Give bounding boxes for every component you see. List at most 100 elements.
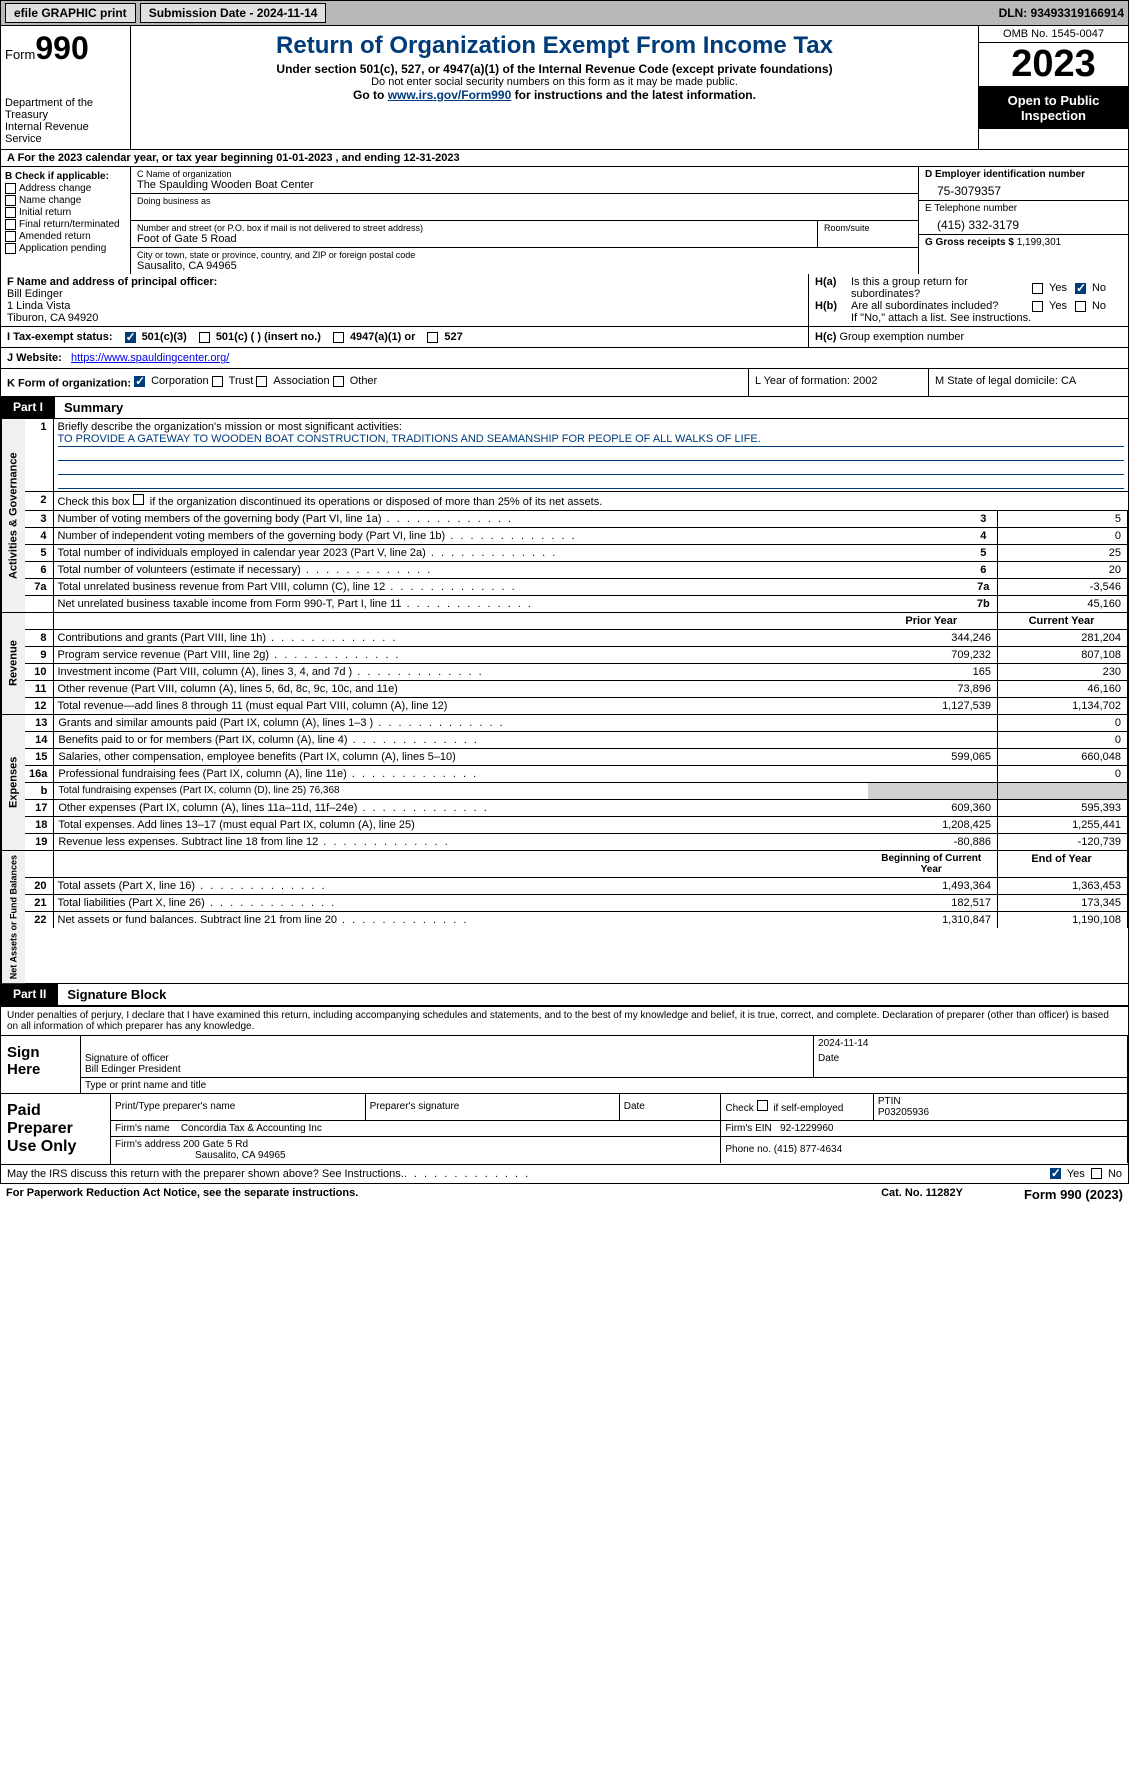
addr: Foot of Gate 5 Road bbox=[137, 233, 811, 245]
chk-trust[interactable] bbox=[212, 376, 223, 387]
tel-lbl: E Telephone number bbox=[925, 203, 1122, 214]
city-lbl: City or town, state or province, country… bbox=[137, 250, 912, 260]
summary-ag: Activities & Governance 1 Briefly descri… bbox=[0, 419, 1129, 613]
chk-discontinued[interactable] bbox=[133, 494, 144, 505]
officer-name-title: Bill Edinger President bbox=[85, 1064, 181, 1075]
footer: For Paperwork Reduction Act Notice, see … bbox=[0, 1184, 1129, 1205]
chk-self-employed[interactable] bbox=[757, 1100, 768, 1111]
l5-val: 25 bbox=[998, 544, 1128, 561]
col-b: B Check if applicable: Address change Na… bbox=[1, 167, 131, 274]
efile-btn[interactable]: efile GRAPHIC print bbox=[5, 3, 136, 23]
sig-date: 2024-11-14 bbox=[814, 1036, 1128, 1051]
chk-final-return[interactable] bbox=[5, 219, 16, 230]
chk-4947[interactable] bbox=[333, 332, 344, 343]
firm-ein: 92-1229960 bbox=[780, 1123, 833, 1134]
chk-app-pending[interactable] bbox=[5, 243, 16, 254]
date-lbl: Date bbox=[814, 1051, 1128, 1078]
l6-val: 20 bbox=[998, 561, 1128, 578]
k-lbl: K Form of organization: bbox=[7, 378, 131, 390]
col-c: C Name of organization The Spaulding Woo… bbox=[131, 167, 918, 274]
form-title: Return of Organization Exempt From Incom… bbox=[135, 32, 974, 60]
ha-yes[interactable] bbox=[1032, 283, 1043, 294]
ptin: P03205936 bbox=[878, 1107, 929, 1118]
firm-name: Concordia Tax & Accounting Inc bbox=[181, 1123, 322, 1134]
paperwork-notice: For Paperwork Reduction Act Notice, see … bbox=[6, 1187, 881, 1202]
room-lbl: Room/suite bbox=[824, 223, 912, 233]
chk-name-change[interactable] bbox=[5, 195, 16, 206]
hb-yes[interactable] bbox=[1032, 301, 1043, 312]
firm-ein-lbl: Firm's EIN bbox=[725, 1123, 771, 1134]
chk-amended[interactable] bbox=[5, 231, 16, 242]
website-link[interactable]: https://www.spauldingcenter.org/ bbox=[71, 352, 229, 364]
firm-addr-lbl: Firm's address bbox=[115, 1139, 180, 1150]
ein-lbl: D Employer identification number bbox=[925, 169, 1122, 180]
vtab-na: Net Assets or Fund Balances bbox=[1, 851, 25, 983]
firm-addr2: Sausalito, CA 94965 bbox=[115, 1150, 286, 1161]
officer-addr2: Tiburon, CA 94920 bbox=[7, 312, 802, 324]
chk-assoc[interactable] bbox=[256, 376, 267, 387]
discuss-row: May the IRS discuss this return with the… bbox=[0, 1165, 1129, 1184]
row-fh: F Name and address of principal officer:… bbox=[0, 274, 1129, 327]
summary-exp: Expenses 13Grants and similar amounts pa… bbox=[0, 715, 1129, 851]
discuss-yes[interactable] bbox=[1050, 1168, 1061, 1179]
l4-val: 0 bbox=[998, 527, 1128, 544]
discuss-no[interactable] bbox=[1091, 1168, 1102, 1179]
summary-na: Net Assets or Fund Balances Beginning of… bbox=[0, 851, 1129, 984]
discuss-text: May the IRS discuss this return with the… bbox=[7, 1168, 404, 1180]
row-tax-hc: I Tax-exempt status: 501(c)(3) 501(c) ( … bbox=[0, 327, 1129, 348]
summary-rev: Revenue Prior YearCurrent Year 8Contribu… bbox=[0, 613, 1129, 715]
chk-initial-return[interactable] bbox=[5, 207, 16, 218]
ein: 75-3079357 bbox=[925, 180, 1122, 198]
form-number: 990 bbox=[35, 30, 88, 66]
vtab-ag: Activities & Governance bbox=[1, 419, 25, 612]
hc: Group exemption number bbox=[839, 331, 964, 343]
org-name: The Spaulding Wooden Boat Center bbox=[137, 179, 912, 191]
ha: Is this a group return for subordinates? bbox=[851, 276, 1032, 300]
paid-preparer-block: Paid Preparer Use Only Print/Type prepar… bbox=[0, 1094, 1129, 1165]
prep-date-lbl: Date bbox=[619, 1094, 721, 1121]
type-name-lbl: Type or print name and title bbox=[81, 1077, 1128, 1093]
form-header: Form990 Department of the Treasury Inter… bbox=[0, 26, 1129, 150]
vtab-rev: Revenue bbox=[1, 613, 25, 714]
py-hdr: Prior Year bbox=[868, 613, 998, 630]
row-klm: K Form of organization: Corporation Trus… bbox=[0, 369, 1129, 397]
addr-lbl: Number and street (or P.O. box if mail i… bbox=[137, 223, 811, 233]
officer-addr1: 1 Linda Vista bbox=[7, 300, 802, 312]
b-title: B Check if applicable: bbox=[5, 171, 126, 182]
web-lbl: J Website: bbox=[7, 352, 62, 364]
chk-527[interactable] bbox=[427, 332, 438, 343]
ptin-lbl: PTIN bbox=[878, 1096, 901, 1107]
year-formation: L Year of formation: 2002 bbox=[748, 369, 928, 396]
chk-address-change[interactable] bbox=[5, 183, 16, 194]
sub2: Do not enter social security numbers on … bbox=[135, 76, 974, 88]
col-d: D Employer identification number 75-3079… bbox=[918, 167, 1128, 274]
state-domicile: M State of legal domicile: CA bbox=[928, 369, 1128, 396]
part2-header: Part II Signature Block bbox=[0, 984, 1129, 1006]
firm-phone-lbl: Phone no. bbox=[725, 1144, 771, 1155]
chk-corp[interactable] bbox=[134, 376, 145, 387]
dba-lbl: Doing business as bbox=[137, 196, 912, 206]
name-lbl: C Name of organization bbox=[137, 169, 912, 179]
hb-no[interactable] bbox=[1075, 301, 1086, 312]
chk-501c[interactable] bbox=[199, 332, 210, 343]
topbar: efile GRAPHIC print Submission Date - 20… bbox=[0, 0, 1129, 26]
irs-link[interactable]: www.irs.gov/Form990 bbox=[388, 88, 512, 102]
sig-officer-lbl: Signature of officer bbox=[85, 1053, 169, 1064]
ha-no[interactable] bbox=[1075, 283, 1086, 294]
mission-lbl: Briefly describe the organization's miss… bbox=[58, 421, 402, 433]
vtab-exp: Expenses bbox=[1, 715, 25, 850]
gross-lbl: G Gross receipts $ bbox=[925, 237, 1014, 248]
sign-here-lbl: Sign Here bbox=[1, 1036, 81, 1093]
prep-sig-lbl: Preparer's signature bbox=[365, 1094, 619, 1121]
firm-lbl: Firm's name bbox=[115, 1123, 170, 1134]
l2: Check this box if the organization disco… bbox=[58, 496, 603, 508]
part1-header: Part I Summary bbox=[0, 397, 1129, 419]
chk-other[interactable] bbox=[333, 376, 344, 387]
city: Sausalito, CA 94965 bbox=[137, 260, 912, 272]
chk-501c3[interactable] bbox=[125, 332, 136, 343]
dln: DLN: 93493319166914 bbox=[999, 6, 1124, 20]
submission-btn[interactable]: Submission Date - 2024-11-14 bbox=[140, 3, 327, 23]
sig-declaration: Under penalties of perjury, I declare th… bbox=[0, 1006, 1129, 1036]
tax-lbl: I Tax-exempt status: bbox=[7, 331, 113, 343]
firm-phone: (415) 877-4634 bbox=[774, 1144, 842, 1155]
